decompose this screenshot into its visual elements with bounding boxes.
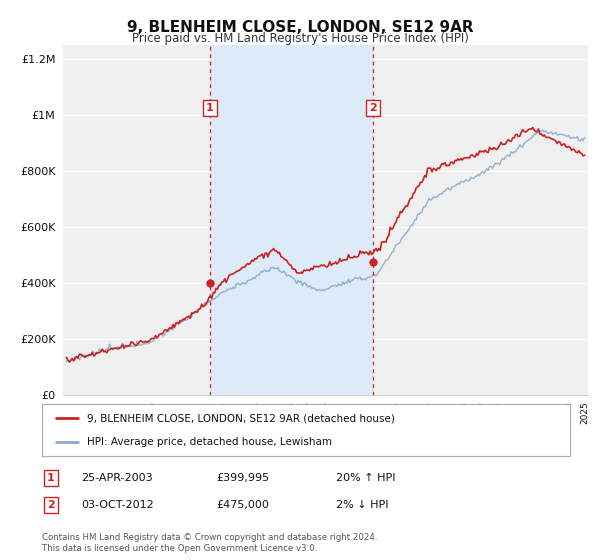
Text: Contains HM Land Registry data © Crown copyright and database right 2024.
This d: Contains HM Land Registry data © Crown c…	[42, 533, 377, 553]
Bar	[210, 45, 373, 395]
Text: HPI: Average price, detached house, Lewisham: HPI: Average price, detached house, Lewi…	[87, 437, 332, 447]
Text: 2: 2	[369, 103, 377, 113]
Text: 9, BLENHEIM CLOSE, LONDON, SE12 9AR (detached house): 9, BLENHEIM CLOSE, LONDON, SE12 9AR (det…	[87, 413, 395, 423]
Text: 9, BLENHEIM CLOSE, LONDON, SE12 9AR: 9, BLENHEIM CLOSE, LONDON, SE12 9AR	[127, 20, 473, 35]
Text: 03-OCT-2012: 03-OCT-2012	[81, 500, 154, 510]
Text: 20% ↑ HPI: 20% ↑ HPI	[336, 473, 395, 483]
Text: 2: 2	[47, 500, 55, 510]
Text: £399,995: £399,995	[216, 473, 269, 483]
Text: £475,000: £475,000	[216, 500, 269, 510]
Text: 1: 1	[47, 473, 55, 483]
Text: Price paid vs. HM Land Registry's House Price Index (HPI): Price paid vs. HM Land Registry's House …	[131, 32, 469, 45]
Text: 1: 1	[206, 103, 214, 113]
Text: 2% ↓ HPI: 2% ↓ HPI	[336, 500, 389, 510]
Text: 25-APR-2003: 25-APR-2003	[81, 473, 152, 483]
